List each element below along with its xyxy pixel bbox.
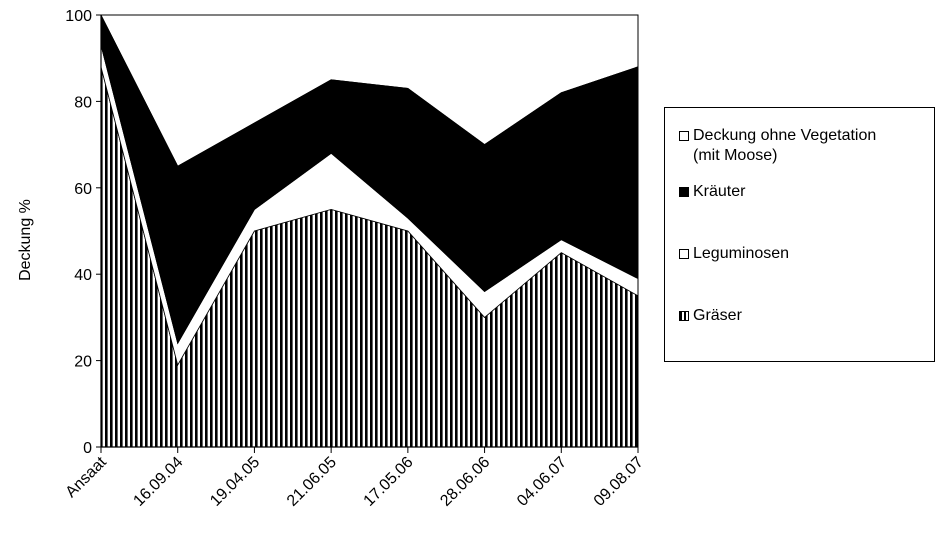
legend-swatch-white [679, 131, 689, 141]
legend-label: Leguminosen [693, 245, 790, 262]
x-tick-label: 17.05.06 [361, 454, 417, 510]
legend-swatch-white [679, 249, 689, 259]
legend-item-ohne-vegetation: Deckung ohne Vegetation (mit Moose) [679, 126, 876, 166]
x-tick-label: 19.04.05 [207, 454, 263, 510]
y-tick-label: 60 [74, 181, 92, 198]
legend-swatch-black [679, 187, 689, 197]
legend-swatch-stripe [679, 311, 689, 321]
y-tick-label: 20 [74, 354, 92, 371]
y-tick-label: 80 [74, 94, 92, 111]
x-tick-label: 04.06.07 [514, 454, 570, 510]
legend-label: Kräuter [693, 183, 746, 200]
y-axis-label: Deckung % [17, 199, 34, 281]
y-tick-label: 100 [65, 8, 92, 25]
x-tick-label: 28.06.06 [437, 454, 493, 510]
x-tick-label: 16.09.04 [130, 454, 186, 510]
legend-item-kraeuter: Kräuter [679, 182, 745, 202]
legend-item-leguminosen: Leguminosen [679, 244, 789, 264]
legend-label: Deckung ohne Vegetation (mit Moose) [693, 127, 877, 164]
legend: Deckung ohne Vegetation (mit Moose) Kräu… [664, 107, 935, 362]
x-tick-label: 21.06.05 [284, 454, 340, 510]
y-tick-label: 40 [74, 267, 92, 284]
legend-item-graeser: Gräser [679, 306, 742, 326]
legend-label: Gräser [693, 307, 742, 324]
x-tick-label: Ansaat [63, 453, 111, 501]
y-tick-label: 0 [83, 440, 92, 457]
x-tick-label: 09.08.07 [591, 454, 647, 510]
